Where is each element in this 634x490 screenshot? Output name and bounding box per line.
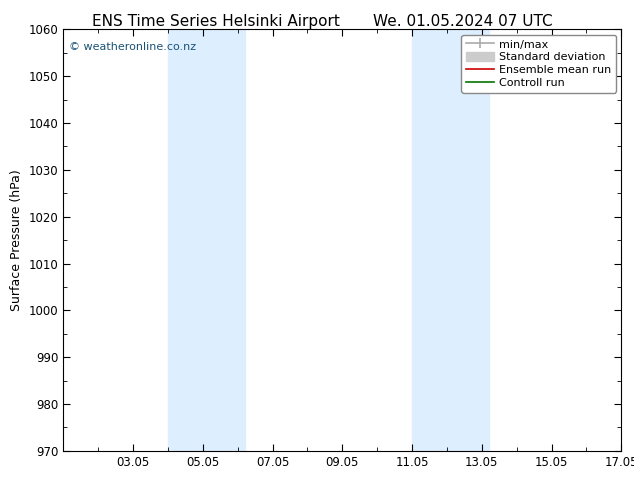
Y-axis label: Surface Pressure (hPa): Surface Pressure (hPa) (10, 169, 23, 311)
Text: © weatheronline.co.nz: © weatheronline.co.nz (69, 42, 196, 52)
Bar (168, 29, 245, 451)
Text: We. 01.05.2024 07 UTC: We. 01.05.2024 07 UTC (373, 14, 553, 29)
Text: ENS Time Series Helsinki Airport: ENS Time Series Helsinki Airport (92, 14, 339, 29)
Bar (412, 29, 489, 451)
Legend: min/max, Standard deviation, Ensemble mean run, Controll run: min/max, Standard deviation, Ensemble me… (462, 35, 616, 93)
